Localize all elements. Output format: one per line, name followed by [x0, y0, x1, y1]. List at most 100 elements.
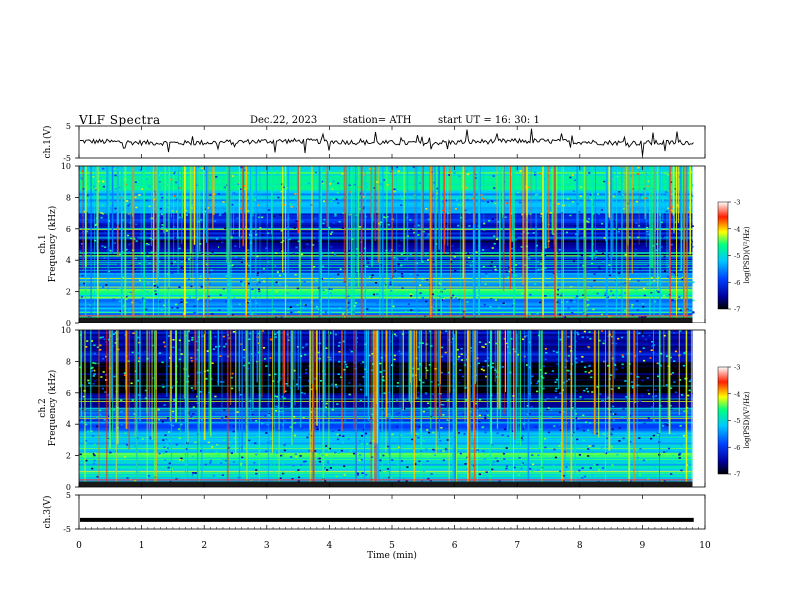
spectrogram-sferic: [408, 330, 410, 402]
ch1-colorbar-ticks: -3-4-5-6-7: [728, 199, 740, 314]
spectrogram-speckle: [188, 340, 191, 342]
spectrogram-sferic: [562, 330, 564, 392]
spectrogram-sferic: [111, 330, 113, 402]
spectrogram-band: [79, 301, 693, 304]
spectrogram-sferic: [312, 330, 315, 487]
spectrogram-speckle: [483, 228, 486, 231]
spectrogram-sferic: [132, 166, 135, 323]
spectrogram-speckle: [563, 381, 566, 384]
spectrogram-speckle: [628, 278, 631, 281]
ch2-colorbar-label: log(PSD)(V²/Hz): [743, 391, 751, 448]
spectrogram-speckle: [419, 292, 422, 294]
spectrogram-band: [79, 189, 693, 192]
spectrogram-speckle: [650, 349, 653, 351]
spectrogram-speckle: [692, 311, 695, 314]
spectrogram-speckle: [469, 252, 473, 255]
spectrogram-speckle: [688, 389, 691, 392]
spectrogram-speckle: [546, 408, 549, 411]
spectrogram-speckle: [431, 385, 434, 387]
spectrogram-sferic: [612, 330, 614, 403]
spectrogram-speckle: [483, 452, 486, 454]
spectrogram-speckle: [501, 434, 504, 436]
header-date: Dec.22, 2023: [250, 115, 318, 126]
spectrogram-speckle: [409, 273, 412, 276]
spectrogram-sferic: [250, 330, 252, 422]
spectrogram-speckle: [440, 371, 443, 374]
spectrogram-sferic: [435, 330, 437, 454]
spectrogram-speckle: [559, 338, 562, 341]
spectrogram-speckle: [526, 266, 529, 269]
spectrogram-speckle: [428, 364, 431, 366]
spectrogram-speckle: [378, 426, 381, 429]
spectrogram-speckle: [600, 330, 604, 332]
spectrogram-speckle: [579, 264, 582, 266]
time-axis-label: Time (min): [367, 550, 417, 561]
spectrogram-band: [79, 185, 693, 188]
spectrogram-sferic: [84, 330, 86, 487]
spectrogram-speckle: [440, 355, 444, 358]
spectrogram-speckle: [190, 285, 193, 288]
spectrogram-speckle: [209, 461, 212, 464]
spectrogram-sferic: [360, 166, 363, 323]
spectrogram-speckle: [125, 295, 128, 298]
spectrogram-speckle: [138, 194, 141, 196]
spectrogram-sferic: [476, 330, 478, 487]
spectrogram-speckle: [424, 252, 428, 255]
ch1-colorbar-label: log(PSD)(V²/Hz): [743, 226, 751, 283]
spectrogram-speckle: [424, 447, 427, 450]
spectrogram-speckle: [342, 212, 345, 214]
spectrogram-speckle: [529, 293, 532, 296]
spectrogram-speckle: [322, 289, 325, 291]
spectrogram-speckle: [478, 414, 481, 417]
spectrogram-speckle: [186, 303, 189, 306]
spectrogram-speckle: [558, 302, 561, 305]
spectrogram-speckle: [647, 478, 650, 480]
spectrogram-sferic: [371, 166, 374, 267]
spectrogram-speckle: [223, 409, 226, 411]
spectrogram-speckle: [391, 459, 394, 461]
spectrogram-speckle: [502, 302, 505, 304]
spectrogram-speckle: [342, 313, 345, 315]
spectrogram-sferic: [653, 330, 654, 421]
spectrogram-speckle: [331, 424, 334, 426]
spectrogram-speckle: [573, 301, 576, 303]
spectrogram-speckle: [180, 423, 183, 426]
spectrogram-speckle: [275, 290, 278, 293]
spectrogram-speckle: [333, 254, 336, 256]
spectrogram-speckle: [134, 257, 137, 260]
spectrogram-speckle: [633, 243, 636, 245]
spectrogram-speckle: [637, 236, 640, 239]
spectrogram-sferic: [163, 166, 165, 233]
spectrogram-speckle: [325, 347, 328, 349]
spectrogram-speckle: [641, 196, 644, 199]
spectrogram-speckle: [317, 372, 320, 375]
spectrogram-speckle: [681, 276, 684, 279]
spectrogram-speckle: [422, 381, 425, 384]
spectrogram-band: [79, 195, 693, 198]
colorbar-tick-label: -4: [734, 225, 740, 233]
spectrogram-speckle: [173, 172, 176, 175]
spectrogram-speckle: [154, 476, 157, 479]
spectrogram-speckle: [674, 298, 677, 300]
spectrogram-speckle: [272, 380, 275, 382]
spectrogram-speckle: [81, 469, 84, 471]
spectrogram-speckle: [258, 290, 261, 293]
spectrogram-speckle: [301, 385, 304, 388]
spectrogram-speckle: [543, 254, 547, 257]
spectrogram-speckle: [386, 470, 389, 472]
spectrogram-speckle: [576, 414, 579, 417]
spectrogram-sferic: [450, 166, 451, 323]
spectrogram-speckle: [517, 191, 520, 194]
spectrogram-speckle: [262, 268, 266, 270]
spectrogram-speckle: [678, 452, 681, 455]
spectrogram-sferic: [184, 330, 187, 422]
spectrogram-sferic: [558, 330, 560, 390]
spectrogram-speckle: [141, 438, 144, 440]
spectrogram-speckle: [659, 365, 663, 367]
spectrogram-speckle: [587, 299, 590, 301]
spectrogram-speckle: [398, 244, 401, 247]
spectrogram-speckle: [201, 214, 204, 216]
spectrogram-speckle: [360, 458, 363, 461]
spectrogram-speckle: [306, 436, 309, 439]
spectrogram-sferic: [553, 166, 555, 246]
